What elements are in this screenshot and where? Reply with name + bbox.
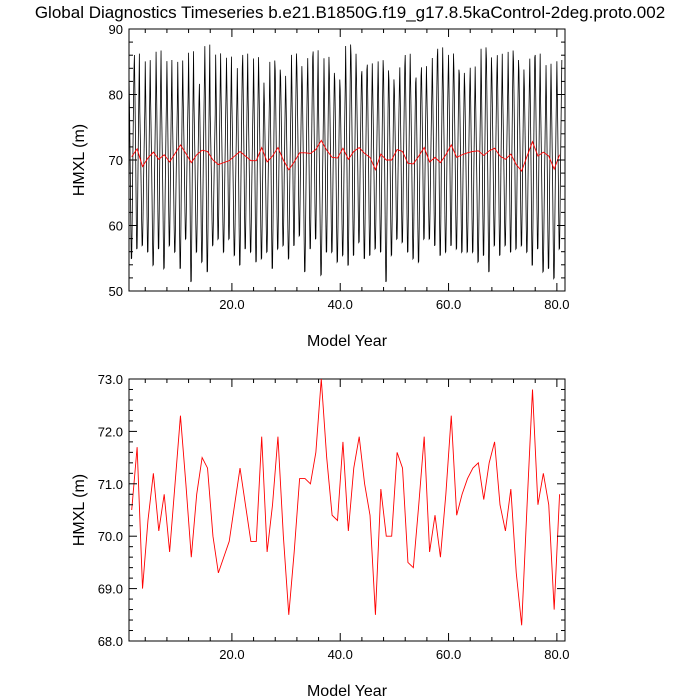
- top-ticks: 20.0 40.0 60.0 80.0 50 60 70 80 90: [109, 22, 570, 312]
- top-x-tick-label: 20.0: [219, 297, 244, 312]
- top-x-tick-label: 60.0: [436, 297, 461, 312]
- bottom-series-annual-line: [131, 379, 561, 626]
- bottom-plot-frame: [128, 378, 566, 642]
- bottom-series-lines: [131, 379, 561, 626]
- bottom-y-axis-label: HMXL (m): [71, 474, 88, 546]
- bottom-y-tick-label: 70.0: [98, 529, 123, 544]
- bottom-x-tick-label: 20.0: [219, 647, 244, 662]
- bottom-x-tick-label: 60.0: [436, 647, 461, 662]
- top-y-tick-label: 70: [109, 153, 123, 168]
- top-x-tick-label: 40.0: [328, 297, 353, 312]
- bottom-y-tick-label: 73.0: [98, 372, 123, 387]
- top-x-tick-label: 80.0: [544, 297, 569, 312]
- bottom-x-tick-label: 80.0: [544, 647, 569, 662]
- top-y-axis-label: HMXL (m): [71, 124, 88, 196]
- figure-title: Global Diagnostics Timeseries b.e21.B185…: [35, 3, 665, 22]
- bottom-y-tick-label: 68.0: [98, 634, 123, 649]
- bottom-y-tick-label: 72.0: [98, 424, 123, 439]
- bottom-y-tick-label: 69.0: [98, 582, 123, 597]
- top-y-tick-label: 80: [109, 88, 123, 103]
- top-panel: 20.0 40.0 60.0 80.0 50 60 70 80 90 Model Year HM…: [71, 22, 570, 350]
- top-y-tick-label: 50: [109, 284, 123, 299]
- top-x-axis-label: Model Year: [307, 333, 388, 350]
- top-y-tick-label: 60: [109, 219, 123, 234]
- bottom-panel: 20.0 40.0 60.0 80.0 68.0 69.0 70.0 71.0 72.0 73.0…: [71, 372, 570, 700]
- top-series-monthly-line: [129, 44, 563, 283]
- top-y-tick-label: 90: [109, 22, 123, 37]
- bottom-ticks: 20.0 40.0 60.0 80.0 68.0 69.0 70.0 71.0 72.0 73.0: [98, 372, 570, 662]
- top-series-annual-line: [131, 139, 561, 173]
- bottom-x-tick-label: 40.0: [328, 647, 353, 662]
- bottom-x-axis-label: Model Year: [307, 683, 388, 700]
- top-series-lines: [129, 44, 563, 283]
- bottom-y-tick-label: 71.0: [98, 477, 123, 492]
